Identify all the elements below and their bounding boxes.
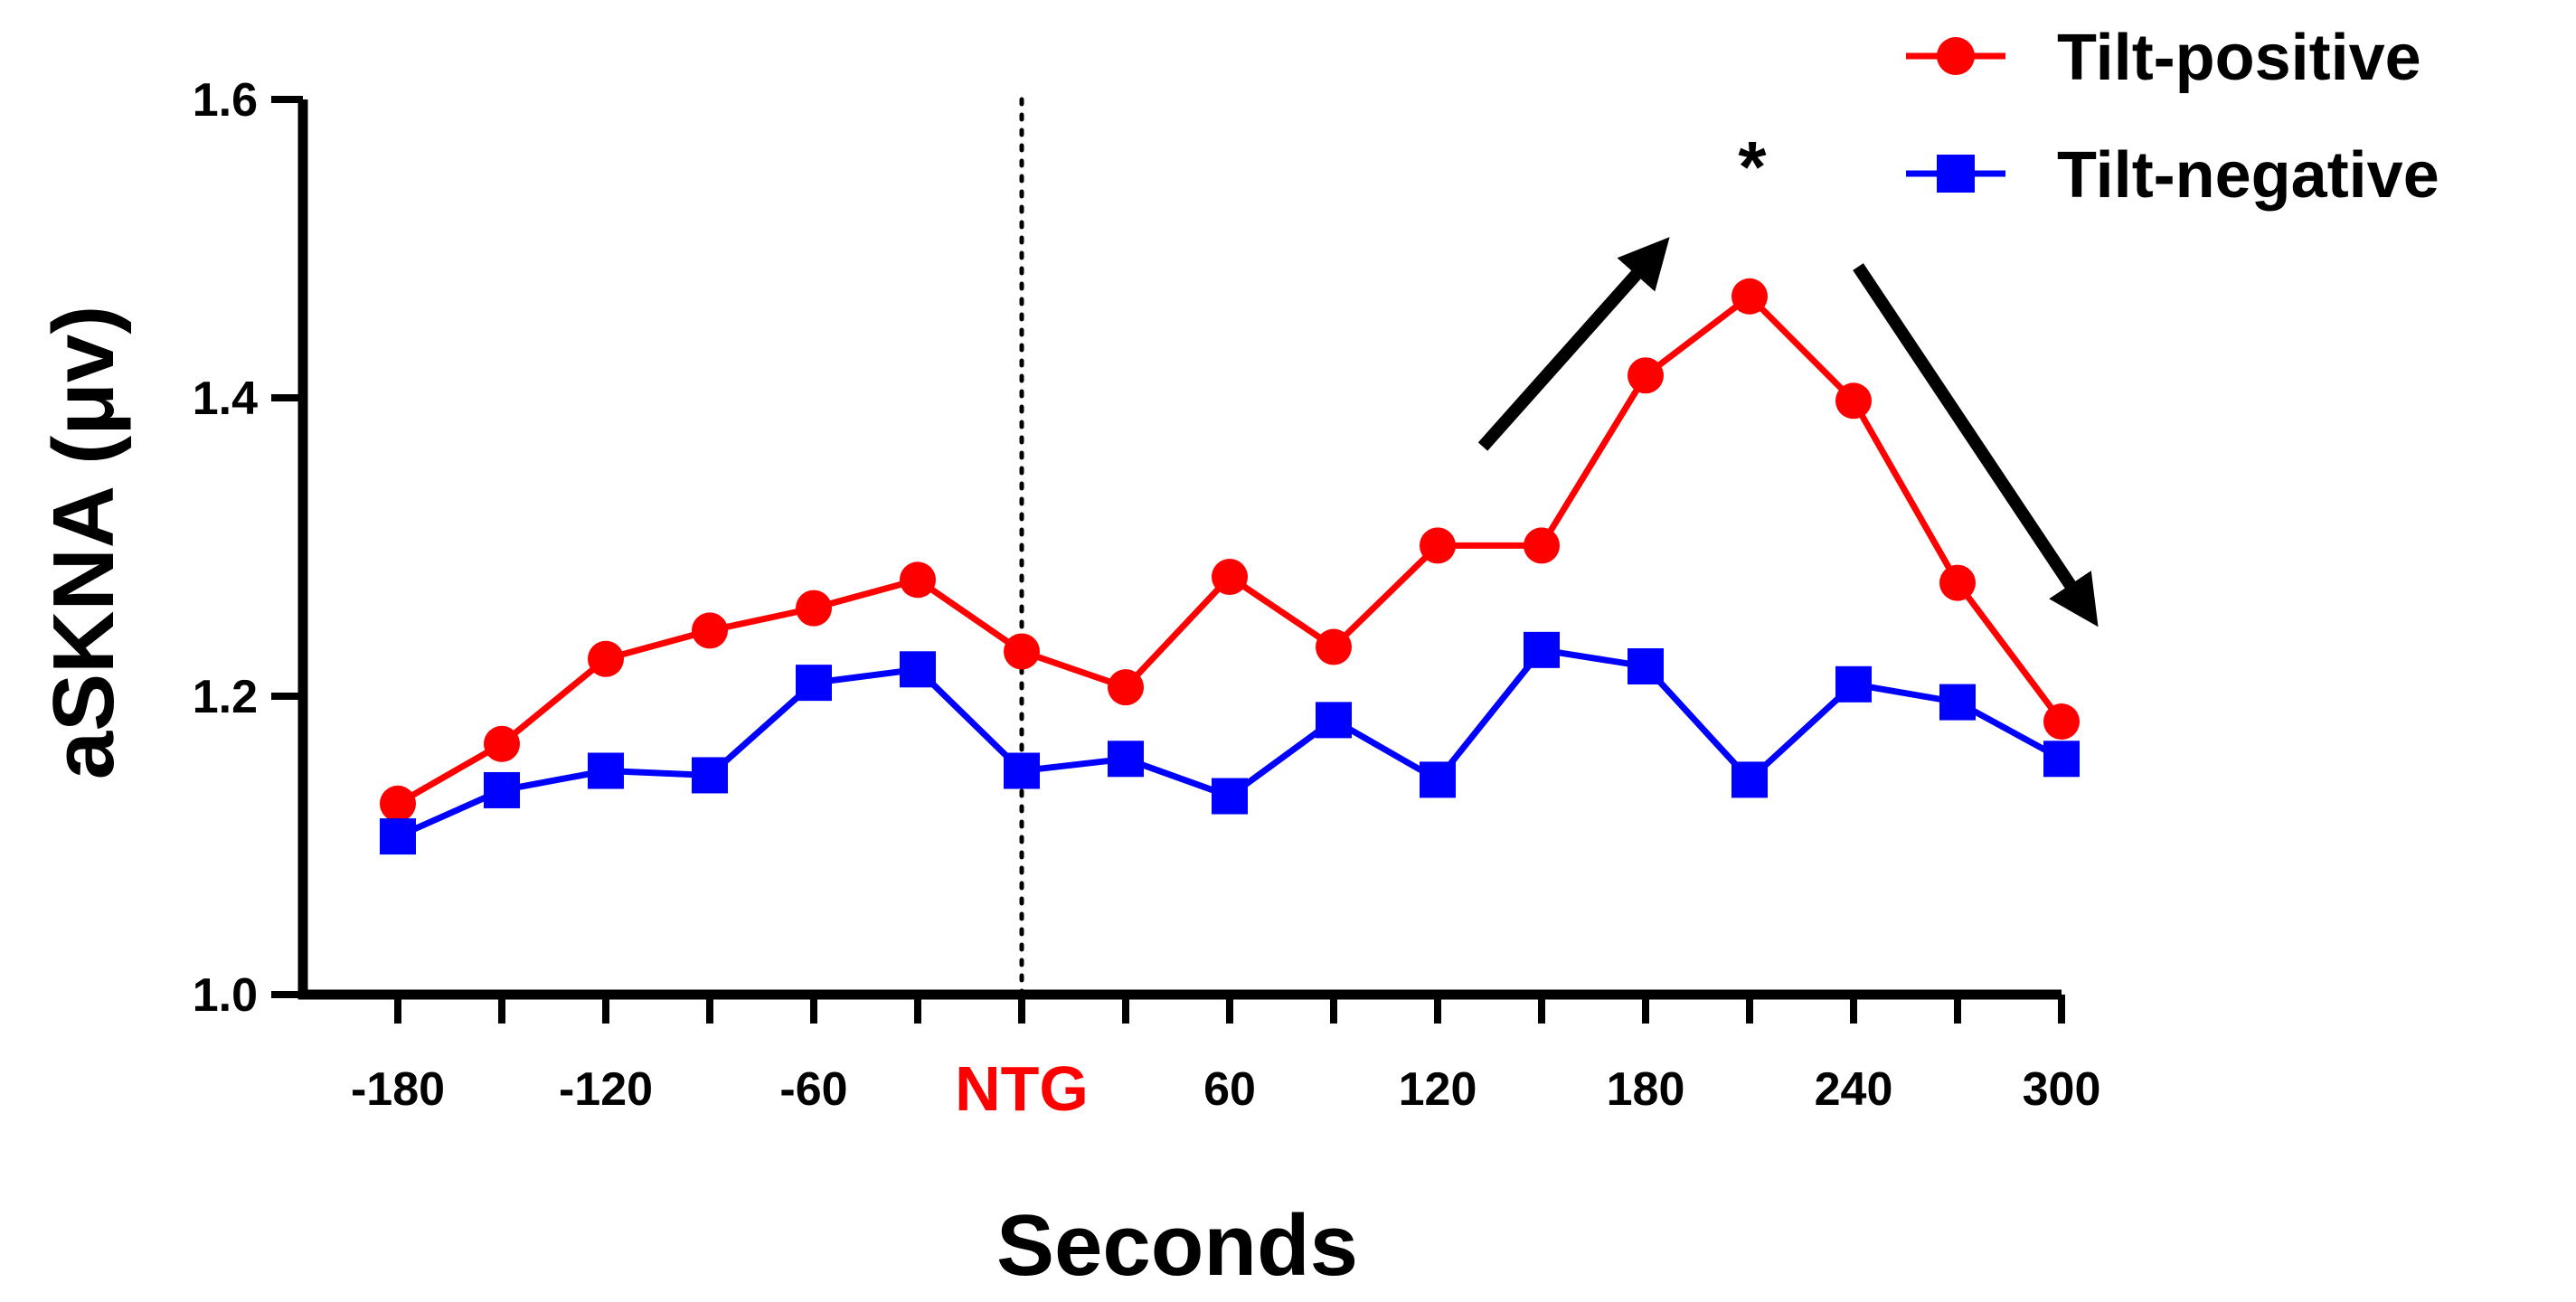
series-tilt-negative <box>380 631 2080 855</box>
data-point <box>2043 741 2080 778</box>
data-point <box>1108 669 1144 706</box>
data-point <box>2043 703 2080 741</box>
data-point <box>692 612 728 649</box>
legend: Tilt-positive Tilt-negative <box>1906 22 2439 212</box>
legend-label: Tilt-negative <box>2057 139 2439 212</box>
data-point <box>588 752 624 789</box>
y-ticks: 1.0 1.2 1.4 1.6 <box>193 74 303 1022</box>
data-point <box>900 651 936 688</box>
data-point <box>1628 648 1664 684</box>
data-point <box>588 640 624 677</box>
x-tick-label: 120 <box>1399 1063 1477 1116</box>
annotation-layer: * <box>1477 127 2099 627</box>
series-layer <box>380 278 2080 855</box>
y-tick-label: 1.2 <box>193 671 258 723</box>
data-point <box>1524 527 1560 564</box>
axes-layer: 1.0 1.2 1.4 1.6 -180 -120 -60 NTG 60 120 180 240 30… <box>193 74 2101 1124</box>
data-point <box>1212 559 1248 595</box>
x-tick-label: 60 <box>1203 1063 1256 1116</box>
falling-arrow <box>1853 263 2099 627</box>
legend-marker <box>1937 155 1975 193</box>
data-point <box>1939 684 1976 721</box>
data-point <box>1420 761 1456 798</box>
y-axis-title: aSKNA (μv) <box>35 306 132 780</box>
y-tick-label: 1.6 <box>193 74 258 127</box>
data-point <box>900 561 936 599</box>
data-point <box>380 818 416 855</box>
data-point <box>796 665 832 702</box>
legend-item: Tilt-positive <box>1906 22 2421 94</box>
x-axis-title: Seconds <box>996 1197 1358 1294</box>
rising-arrow <box>1477 237 1670 451</box>
data-point <box>484 771 520 808</box>
x-ticks: -180 -120 -60 NTG 60 120 180 240 300 <box>351 995 2100 1124</box>
data-point <box>1731 278 1768 315</box>
data-point <box>1212 778 1248 815</box>
data-point <box>1004 633 1040 670</box>
x-tick-label: -120 <box>559 1063 653 1116</box>
data-point <box>1524 631 1560 668</box>
data-point <box>1316 702 1352 739</box>
data-point <box>692 757 728 794</box>
data-point <box>1004 752 1040 789</box>
legend-item: Tilt-negative <box>1906 139 2439 212</box>
series-line <box>396 293 2064 807</box>
data-point <box>1316 628 1352 665</box>
x-tick-label-ntg: NTG <box>955 1053 1089 1124</box>
series-tilt-positive <box>380 278 2080 822</box>
data-point <box>1108 741 1144 778</box>
significance-marker: * <box>1738 127 1767 207</box>
y-tick-label: 1.0 <box>193 969 258 1022</box>
data-point <box>1835 382 1872 420</box>
legend-label: Tilt-positive <box>2057 22 2421 94</box>
legend-marker <box>1937 37 1975 75</box>
x-tick-label: 240 <box>1815 1063 1893 1116</box>
data-point <box>380 785 416 822</box>
data-point <box>1939 564 1976 601</box>
data-point <box>1628 357 1664 394</box>
data-point <box>484 725 520 762</box>
data-point <box>1420 527 1456 564</box>
x-tick-label: 180 <box>1607 1063 1685 1116</box>
y-tick-label: 1.4 <box>193 373 258 425</box>
data-point <box>1731 761 1768 798</box>
x-tick-label: -60 <box>779 1063 847 1116</box>
x-tick-label: 300 <box>2023 1063 2101 1116</box>
x-tick-label: -180 <box>351 1063 445 1116</box>
data-point <box>1835 665 1872 703</box>
data-point <box>796 590 832 627</box>
